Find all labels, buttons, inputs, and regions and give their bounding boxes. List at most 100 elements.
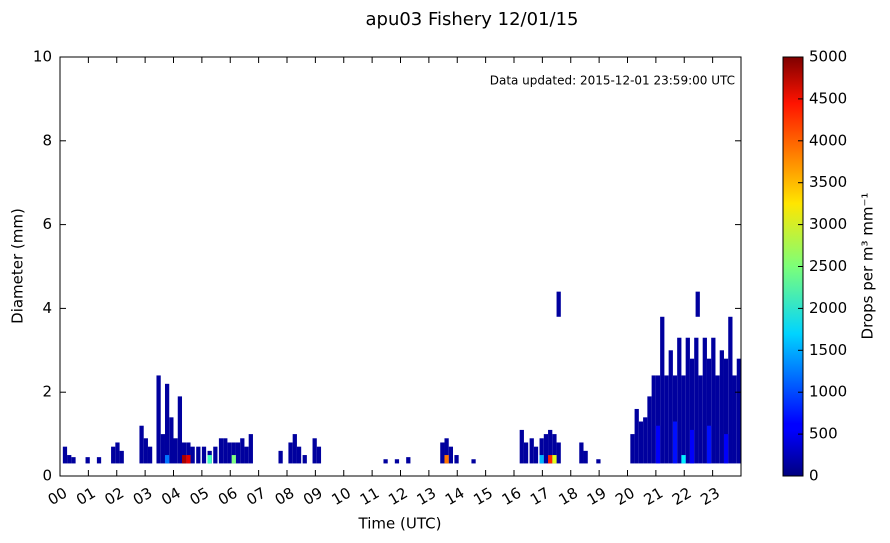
colorbar-tick-label: 1500 — [809, 341, 847, 359]
x-tick-label: 23 — [697, 484, 723, 509]
heat-cell — [143, 438, 148, 464]
heat-cell — [672, 421, 678, 464]
heat-cell — [223, 438, 228, 464]
y-tick-label: 10 — [33, 48, 52, 66]
heat-cell — [596, 459, 601, 464]
heat-cell — [240, 438, 245, 464]
x-tick-label: 14 — [442, 484, 468, 509]
x-tick-label: 15 — [470, 484, 496, 509]
heat-cell — [85, 457, 90, 464]
heat-cell — [647, 396, 652, 464]
heat-cell — [681, 455, 686, 464]
heat-cell — [156, 375, 161, 464]
heat-cell — [728, 316, 733, 464]
x-tick-label: 11 — [357, 484, 383, 509]
heat-cell — [685, 337, 690, 464]
heat-cell — [186, 455, 191, 464]
heat-cell — [177, 396, 183, 464]
heat-cell — [288, 442, 293, 464]
heat-cell — [681, 375, 686, 464]
heat-cell — [383, 459, 388, 464]
heat-cell — [694, 337, 699, 464]
heat-cell — [196, 446, 201, 464]
x-tick-label: 16 — [499, 484, 525, 509]
x-tick-label: 03 — [130, 484, 156, 509]
heat-cell — [638, 421, 644, 464]
heat-cell — [552, 455, 557, 464]
heat-cell — [448, 446, 453, 464]
heat-cell — [736, 358, 741, 464]
colorbar-tick-label: 500 — [809, 425, 838, 443]
heat-cell — [182, 455, 187, 464]
heat-cell — [698, 375, 703, 464]
x-tick-label: 04 — [158, 484, 184, 509]
heat-cell — [634, 408, 639, 464]
heat-cell — [579, 442, 584, 464]
heat-cell — [186, 442, 191, 464]
y-tick-label: 6 — [42, 215, 52, 233]
heat-cell — [169, 417, 174, 464]
heat-cell — [119, 450, 124, 464]
heat-cell — [539, 455, 544, 464]
heat-cell — [316, 446, 322, 464]
heat-cell — [406, 457, 411, 464]
heat-cell — [244, 446, 249, 464]
heat-cell — [552, 434, 557, 464]
heat-cell — [706, 358, 712, 464]
heat-cell — [711, 337, 716, 464]
heat-cell — [543, 434, 549, 464]
heat-cell — [201, 446, 207, 464]
x-tick-label: 12 — [385, 484, 411, 509]
heat-cell — [160, 434, 165, 464]
colorbar-tick-label: 4000 — [809, 131, 847, 149]
heat-cell — [723, 358, 729, 464]
heat-cell — [71, 457, 76, 464]
y-tick-label: 0 — [42, 467, 52, 485]
heat-cell — [96, 457, 102, 464]
heat-cell — [677, 337, 682, 464]
heat-cell — [182, 442, 187, 464]
heat-cell — [115, 442, 120, 464]
y-tick-label: 2 — [42, 383, 52, 401]
y-tick-label: 8 — [42, 131, 52, 149]
x-tick-label: 22 — [669, 484, 695, 509]
heat-cell — [523, 442, 529, 464]
x-tick-label: 21 — [641, 484, 667, 509]
annotation: Data updated: 2015-12-01 23:59:00 UTC — [490, 74, 735, 88]
heat-cell — [533, 446, 539, 464]
heat-cell — [548, 455, 553, 464]
heat-cell — [664, 375, 669, 464]
x-tick-label: 06 — [215, 484, 241, 509]
heat-cell — [668, 350, 673, 464]
heat-cell — [235, 442, 241, 464]
heat-cell — [139, 425, 144, 464]
x-tick-label: 20 — [612, 484, 638, 509]
x-tick-label: 17 — [527, 484, 553, 509]
x-tick-label: 19 — [584, 484, 610, 509]
heat-cell — [444, 455, 449, 464]
heat-cell — [630, 434, 635, 464]
heat-cell — [231, 455, 236, 464]
x-tick-label: 10 — [328, 484, 354, 509]
colorbar-tick-label: 3000 — [809, 215, 847, 233]
heat-cell — [190, 446, 195, 464]
heat-cell — [312, 438, 317, 464]
heat-cell — [207, 455, 212, 464]
colorbar-label: Drops per m³ mm⁻¹ — [859, 193, 877, 340]
heat-cell — [672, 375, 678, 464]
x-tick-label: 07 — [243, 484, 269, 509]
x-tick-label: 18 — [555, 484, 581, 509]
heat-cell — [164, 455, 170, 464]
heat-cell — [440, 442, 445, 464]
heat-cell — [231, 442, 236, 464]
heat-cell — [715, 375, 720, 464]
colorbar-tick-label: 5000 — [809, 48, 847, 66]
heat-cell — [227, 442, 232, 464]
y-axis-label: Diameter (mm) — [9, 208, 27, 324]
heat-cell — [689, 429, 695, 464]
heat-cell — [296, 446, 302, 464]
heat-cell — [67, 455, 72, 464]
colorbar-tick-label: 1000 — [809, 383, 847, 401]
colorbar-tick-label: 2500 — [809, 257, 847, 275]
